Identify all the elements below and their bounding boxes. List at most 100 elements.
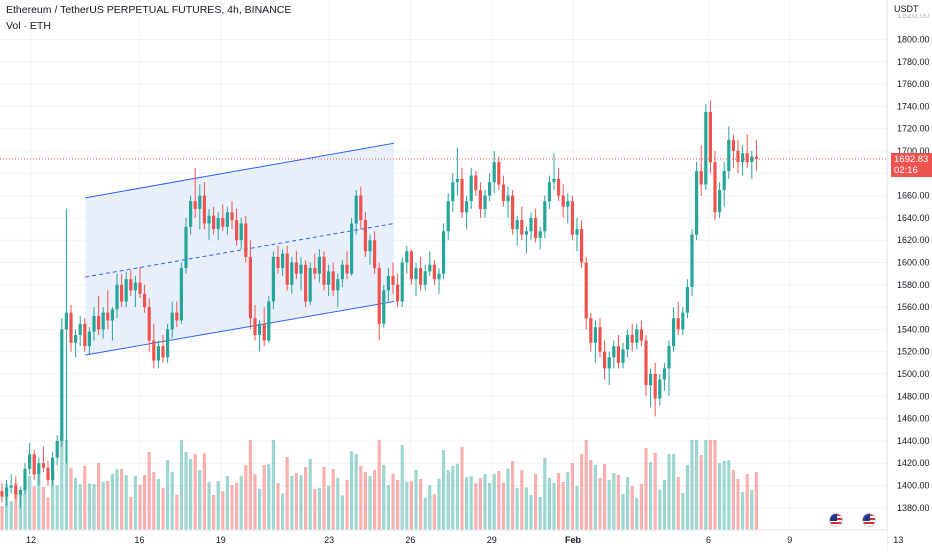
- candle-body: [267, 301, 271, 341]
- candle-body: [497, 162, 501, 185]
- volume-bar: [138, 484, 142, 530]
- candle-body: [166, 329, 170, 358]
- volume-bar: [446, 470, 450, 530]
- candle-body: [345, 264, 349, 274]
- candle-body: [529, 217, 533, 232]
- candle-body: [322, 256, 326, 285]
- candle-body: [432, 264, 436, 280]
- candle-body: [207, 215, 211, 224]
- time-tick-label: 13: [893, 535, 903, 545]
- volume-bar: [442, 450, 446, 530]
- volume-indicator-label[interactable]: Vol · ETH: [6, 20, 51, 32]
- candle-body: [649, 374, 653, 386]
- volume-bar: [598, 478, 602, 530]
- volume-bar: [345, 480, 349, 530]
- price-tick-label: 1440.00: [897, 436, 930, 446]
- candle-body: [699, 171, 703, 185]
- volume-bar: [685, 465, 689, 530]
- volume-bar: [704, 440, 708, 530]
- price-tick-label: 1420.00: [897, 458, 930, 468]
- volume-bar: [405, 482, 409, 530]
- volume-bar: [722, 461, 726, 530]
- candle-body: [83, 323, 87, 347]
- candle-body: [478, 190, 482, 209]
- candle-body: [391, 275, 395, 285]
- candle-body: [474, 175, 478, 191]
- volume-bar: [92, 484, 96, 530]
- volume-bar: [511, 461, 515, 530]
- current-price-tag: 1692.83 02:16: [891, 152, 932, 177]
- price-tick-label: 1380.00: [897, 503, 930, 513]
- price-tick-partial: 1820.00: [897, 10, 930, 20]
- candle-body: [133, 282, 137, 291]
- bar-countdown: 02:16: [894, 164, 918, 176]
- parallel-channel[interactable]: [85, 142, 395, 356]
- volume-bar: [51, 472, 55, 530]
- price-tick-label: 1600.00: [897, 258, 930, 268]
- us-flag-icon[interactable]: [829, 513, 843, 527]
- candle-body: [488, 182, 492, 196]
- candle-body: [455, 178, 459, 183]
- candle-body: [506, 195, 510, 202]
- candle-body: [442, 231, 446, 274]
- volume-bar: [147, 451, 151, 530]
- candle-body: [363, 220, 367, 252]
- candle-body: [340, 264, 344, 280]
- volume-bar: [41, 486, 45, 530]
- candle-body: [437, 273, 441, 280]
- candle-body: [373, 240, 377, 269]
- candle-body: [681, 312, 685, 330]
- candle-body: [350, 223, 354, 274]
- price-tick-label: 1700.00: [897, 146, 930, 156]
- price-tick-label: 1560.00: [897, 302, 930, 312]
- candle-body: [9, 485, 13, 488]
- candle-body: [74, 334, 78, 343]
- candle-body: [460, 178, 464, 213]
- volume-bar: [299, 475, 303, 530]
- candle-body: [662, 368, 666, 380]
- candle-body: [483, 195, 487, 209]
- volume-bar: [566, 472, 570, 530]
- candle-body: [258, 323, 262, 335]
- candle-body: [359, 195, 363, 221]
- price-tick-label: 1480.00: [897, 391, 930, 401]
- volume-bar: [133, 475, 137, 530]
- candle-body: [547, 182, 551, 202]
- us-flag-icon[interactable]: [862, 513, 876, 527]
- volume-bar: [492, 473, 496, 530]
- volume-bar: [529, 495, 533, 530]
- time-tick-label: 19: [216, 535, 226, 545]
- time-tick-label: 6: [706, 535, 711, 545]
- candle-body: [110, 309, 114, 321]
- price-tick-label: 1800.00: [897, 35, 930, 45]
- volume-bar: [626, 477, 630, 530]
- price-tick-label: 1660.00: [897, 191, 930, 201]
- volume-bar: [212, 495, 216, 530]
- candle-body: [368, 240, 372, 252]
- symbol-title[interactable]: Ethereum / TetherUS PERPETUAL FUTURES, 4…: [6, 4, 292, 16]
- volume-bar: [750, 490, 754, 530]
- volume-bar: [129, 496, 133, 530]
- channel-median-line: [85, 222, 395, 278]
- volume-bar: [276, 483, 280, 530]
- candle-body: [189, 201, 193, 227]
- volume-bar: [32, 486, 36, 530]
- volume-bar: [170, 471, 174, 530]
- volume-bar: [465, 477, 469, 530]
- candle-body: [552, 178, 556, 183]
- volume-bar: [727, 460, 731, 530]
- volume-bar: [87, 483, 91, 530]
- volume-bar: [474, 483, 478, 530]
- candle-body: [561, 195, 565, 207]
- volume-bar: [377, 440, 381, 530]
- price-tick-label: 1540.00: [897, 324, 930, 334]
- volume-bar: [460, 447, 464, 530]
- volume-bar: [658, 489, 662, 530]
- volume-bar: [83, 466, 87, 530]
- candle-body: [736, 151, 740, 163]
- candle-body: [253, 318, 257, 335]
- candle-body: [281, 253, 285, 269]
- candle-body: [64, 312, 68, 330]
